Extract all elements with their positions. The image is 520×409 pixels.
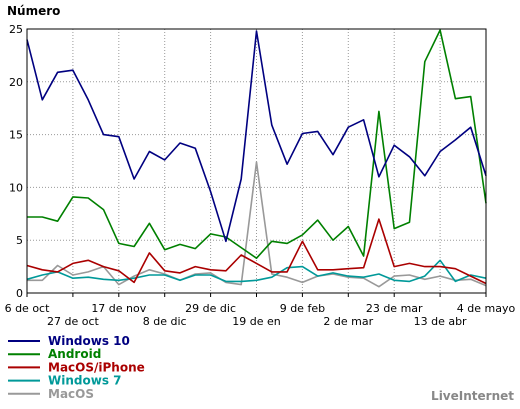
legend-label-windows-10: Windows 10: [48, 334, 130, 348]
y-tick-label: 20: [9, 76, 23, 89]
y-tick-label: 5: [16, 234, 23, 247]
x-tick-label: 29 de dic: [185, 302, 236, 315]
x-tick-label: 27 de oct: [47, 315, 100, 328]
x-tick-label: 23 de mar: [366, 302, 423, 315]
watermark-label: LiveInternet: [431, 389, 514, 403]
y-tick-label: 25: [9, 23, 23, 36]
series-line-android: [27, 29, 487, 260]
x-tick-label: 2 de mar: [323, 315, 373, 328]
y-tick-label: 15: [9, 129, 23, 142]
series-line-macos-iphone: [26, 218, 487, 285]
x-tick-label: 19 de en: [232, 315, 281, 328]
series-line-windows-10: [26, 30, 487, 243]
x-tick-label: 13 de abr: [414, 315, 467, 328]
plot-frame: [26, 28, 487, 294]
legend-label-macos-iphone: MacOS/iPhone: [48, 360, 145, 374]
y-tick-label: 10: [9, 181, 23, 194]
legend-label-android: Android: [48, 347, 101, 361]
x-tick-label: 17 de nov: [91, 302, 146, 315]
x-tick-label: 8 de dic: [143, 315, 187, 328]
x-tick-label: 9 de feb: [280, 302, 325, 315]
legend-label-macos: MacOS: [48, 387, 94, 401]
x-tick-label: 4 de mayo: [457, 302, 516, 315]
x-tick-label: 6 de oct: [5, 302, 51, 315]
y-tick-label: 0: [16, 287, 23, 300]
legend-label-windows-7: Windows 7: [48, 374, 121, 388]
y-axis-title: Número: [7, 4, 60, 18]
series-line-windows-7: [26, 259, 487, 283]
